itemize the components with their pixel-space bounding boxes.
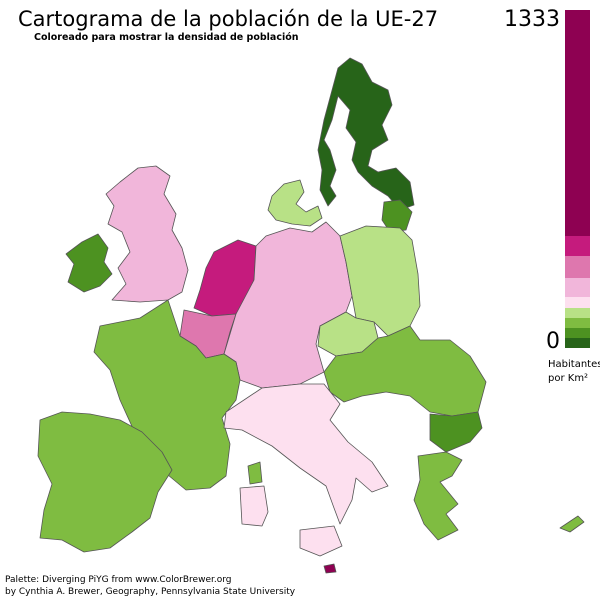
iberia [37, 411, 173, 553]
italy [223, 383, 389, 525]
legend-swatch [565, 10, 590, 236]
uk [105, 165, 189, 303]
legend-swatch [565, 297, 590, 308]
ireland [65, 233, 113, 293]
cyprus [559, 515, 585, 533]
sardinia [239, 485, 269, 527]
legend-label: por Km² [548, 373, 588, 384]
baltics [381, 199, 413, 233]
credit: by Cynthia A. Brewer, Geography, Pennsyl… [5, 587, 296, 597]
legend-max: 1333 [504, 7, 560, 32]
bulgaria [429, 411, 483, 453]
legend-swatch [565, 328, 590, 338]
legend-swatch [565, 318, 590, 328]
legend-swatch [565, 338, 590, 348]
credit: Palette: Diverging PiYG from www.ColorBr… [5, 575, 231, 585]
malta [323, 563, 337, 574]
scandinavia [317, 57, 415, 211]
france [93, 299, 241, 491]
denmark [267, 179, 323, 227]
legend: 1333 0 Habitantes por Km² [504, 7, 600, 384]
legend-min: 0 [546, 329, 560, 354]
legend-label: Habitantes [548, 359, 600, 370]
greece [413, 451, 463, 541]
countries [37, 57, 585, 574]
legend-swatch [565, 236, 590, 256]
sicily [299, 525, 343, 557]
title: Cartograma de la población de la UE-27 [18, 7, 438, 31]
legend-swatch [565, 256, 590, 278]
corsica [247, 461, 263, 485]
legend-swatch [565, 278, 590, 297]
subtitle: Coloreado para mostrar la densidad de po… [34, 32, 299, 43]
legend-swatch [565, 308, 590, 318]
